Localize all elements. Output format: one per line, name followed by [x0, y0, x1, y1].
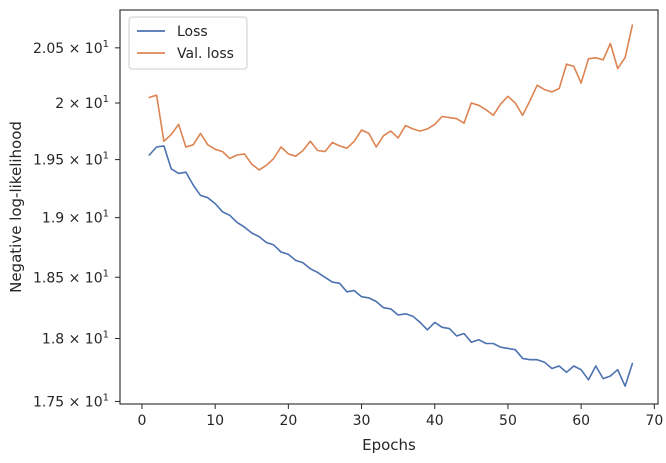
legend-label-1: Val. loss [177, 46, 234, 62]
plot-area-frame [119, 9, 659, 405]
legend: Loss Val. loss [128, 16, 248, 70]
legend-label-0: Loss [177, 24, 208, 40]
x-tick-label: 70 [645, 413, 663, 429]
y-axis: 1.75 × 101 1.8 × 101 1.85 × 101 1.9 × 101 1.… [33, 39, 120, 410]
x-axis: 0 10 20 30 40 50 60 70 [137, 404, 663, 429]
y-axis-title: Negative log-likelihood [7, 121, 25, 293]
legend-box [128, 16, 248, 70]
y-tick-label: 2.05 × 101 [33, 39, 109, 57]
series-line-1 [148, 24, 634, 171]
y-tick-label: 1.9 × 101 [42, 209, 109, 227]
x-tick-label: 0 [137, 413, 146, 429]
x-tick-label: 20 [279, 413, 297, 429]
x-tick-label: 50 [499, 413, 517, 429]
y-tick-label: 2 × 101 [55, 94, 109, 112]
x-tick-label: 10 [206, 413, 224, 429]
series-line-0 [148, 145, 634, 388]
y-tick-label: 1.85 × 101 [33, 268, 109, 286]
x-tick-label: 30 [353, 413, 371, 429]
y-tick-label: 1.95 × 101 [33, 151, 109, 169]
x-tick-label: 40 [426, 413, 444, 429]
x-tick-label: 60 [572, 413, 590, 429]
x-axis-title: Epochs [362, 436, 416, 454]
y-tick-label: 1.75 × 101 [33, 392, 109, 410]
plot-marks [148, 24, 634, 388]
y-tick-label: 1.8 × 101 [42, 329, 109, 347]
